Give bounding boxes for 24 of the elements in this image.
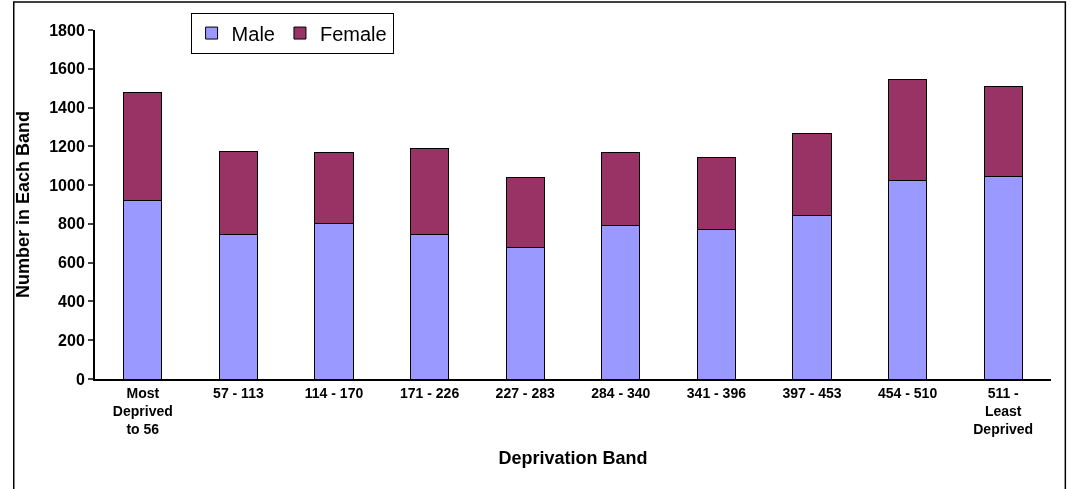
y-tick-label: 1400	[49, 99, 85, 117]
y-tick-label: 1000	[49, 176, 85, 194]
y-tick-label: 1600	[49, 60, 85, 78]
y-tick-label: 1800	[49, 21, 85, 39]
x-axis-title: Deprivation Band	[498, 447, 648, 468]
x-tick-label: 511 - Least Deprived	[973, 384, 1034, 438]
y-tick-label: 1200	[49, 137, 85, 155]
y-tick-label: 400	[58, 293, 85, 311]
y-tick-label: 200	[58, 331, 85, 349]
x-tick-label: 454 - 510	[878, 384, 938, 401]
legend-label: Male	[231, 22, 275, 45]
y-tick-label: 0	[75, 370, 85, 388]
x-tick-label: Most Deprived to 56	[112, 384, 173, 438]
y-axis-title: Number in Each Band	[12, 110, 33, 299]
x-tick-label: 284 - 340	[591, 384, 651, 401]
x-tick-label: 171 - 226	[400, 384, 460, 401]
x-tick-label: 397 - 453	[782, 384, 842, 401]
x-tick-label: 227 - 283	[495, 384, 555, 401]
x-tick-label: 114 - 170	[304, 384, 364, 401]
x-tick-label: 57 - 113	[213, 384, 264, 401]
x-tick-label: 341 - 396	[686, 384, 747, 401]
y-tick-label: 800	[58, 215, 85, 233]
y-tick-label: 600	[58, 254, 85, 272]
legend-label: Female	[319, 22, 387, 45]
